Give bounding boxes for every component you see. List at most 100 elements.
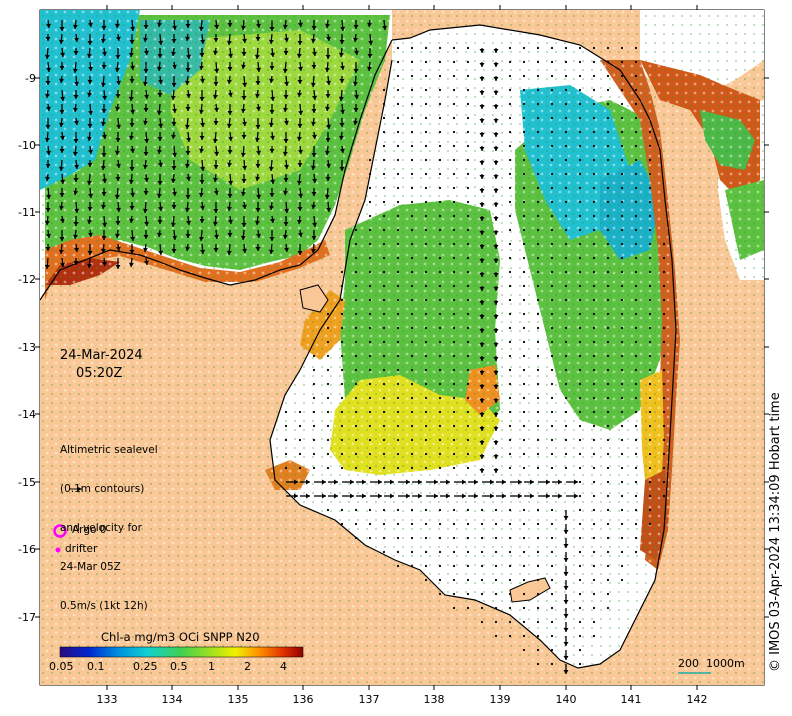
velocity-dot [564,200,568,204]
velocity-dot [522,396,526,400]
velocity-dot [508,200,512,204]
velocity-dot [578,438,582,442]
velocity-arrowhead [241,135,247,139]
velocity-dot [550,606,554,610]
velocity-arrowhead [325,55,331,59]
velocity-dot [592,242,596,246]
velocity-dot [592,382,596,386]
velocity-arrowhead [59,110,65,114]
velocity-arrowhead [157,181,163,185]
velocity-dot [354,354,358,358]
velocity-dot [536,452,540,456]
velocity-arrowhead [493,371,499,375]
velocity-dot [592,438,596,442]
velocity-dot [620,284,624,288]
velocity-dot [578,326,582,330]
velocity-dot [550,228,554,232]
velocity-dot [662,284,666,288]
velocity-arrowhead [157,162,163,167]
velocity-dot [648,312,652,316]
velocity-arrowhead [418,493,422,499]
velocity-arrowhead [102,51,107,56]
velocity-dot [634,536,638,540]
altimetry-legend: Altimetric sealevel (0.1m contours) and … [60,418,158,626]
velocity-dot [312,382,316,386]
velocity-arrowhead [172,191,177,196]
velocity-dot [396,564,400,568]
velocity-dot [354,438,358,442]
velocity-dot [662,480,666,484]
velocity-arrowhead [283,120,289,125]
velocity-arrowhead [306,493,310,499]
velocity-dot [466,116,470,120]
velocity-dot [606,564,610,568]
velocity-arrowhead [297,124,303,128]
velocity-arrowhead [74,81,80,86]
velocity-arrowhead [339,123,345,127]
velocity-dot [438,354,442,358]
velocity-dot [620,200,624,204]
velocity-dot [508,116,512,120]
velocity-arrowhead [311,121,316,126]
velocity-dot [508,60,512,64]
velocity-dot [648,354,652,358]
velocity-dot [396,158,400,162]
velocity-arrowhead [213,165,219,169]
velocity-dot [368,438,372,442]
velocity-dot [606,424,610,428]
velocity-arrowhead [368,40,374,45]
velocity-dot [578,564,582,568]
colorbar-tick: 2 [244,660,251,673]
velocity-dot [424,130,428,134]
velocity-arrowhead [129,40,135,44]
velocity-arrowhead [73,51,79,55]
velocity-arrowhead [479,245,485,249]
velocity-dot [522,606,526,610]
velocity-dot [396,550,400,554]
velocity-dot [620,326,624,330]
velocity-arrowhead [446,493,450,499]
velocity-arrowhead [339,135,344,140]
velocity-dot [606,186,610,190]
velocity-dot [592,410,596,414]
velocity-dot [368,508,372,512]
velocity-dot [536,508,540,512]
velocity-dot [466,592,470,596]
velocity-dot [466,102,470,106]
velocity-dot [508,74,512,78]
velocity-arrowhead [73,107,78,112]
velocity-arrowhead [143,235,149,239]
velocity-dot [340,326,344,330]
velocity-arrowhead [170,222,176,227]
velocity-arrowhead [158,206,164,211]
velocity-dot [578,158,582,162]
velocity-arrowhead [226,123,232,128]
velocity-dot [564,256,568,260]
velocity-dot [452,256,456,260]
velocity-arrowhead [46,233,51,238]
velocity-dot [340,410,344,414]
velocity-dot [606,410,610,414]
velocity-arrowhead [158,250,164,255]
velocity-dot [508,256,512,260]
velocity-arrowhead [312,95,318,100]
velocity-dot [410,452,414,456]
velocity-dot [312,410,316,414]
velocity-arrowhead [143,152,149,156]
velocity-arrowhead [128,52,134,57]
velocity-dot [522,214,526,218]
velocity-dot [452,284,456,288]
velocity-dot [634,284,638,288]
velocity-arrowhead [44,220,50,225]
velocity-dot [592,144,596,148]
velocity-dot [620,46,624,50]
velocity-arrowhead [130,236,136,241]
velocity-dot [340,340,344,344]
velocity-arrowhead [493,77,499,81]
velocity-arrowhead [479,91,485,95]
velocity-dot [648,410,652,414]
velocity-arrowhead [367,54,373,58]
velocity-dot [522,158,526,162]
velocity-dot [662,312,666,316]
velocity-arrowhead [46,67,52,72]
